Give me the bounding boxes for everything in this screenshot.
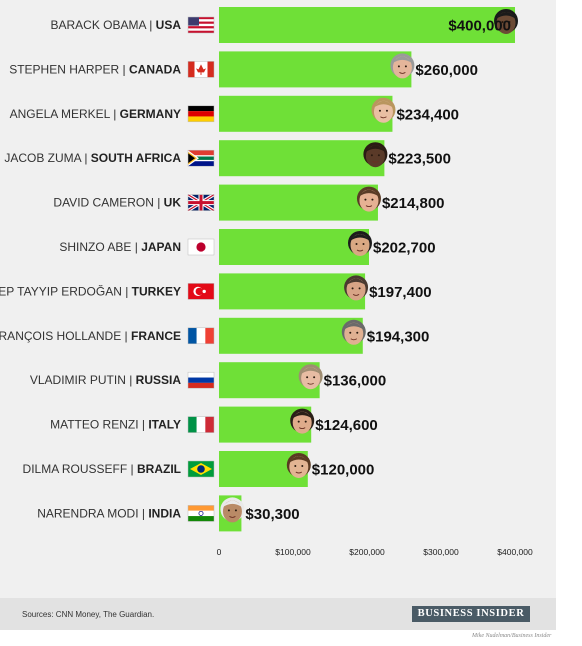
flag-turkey-icon <box>187 283 215 300</box>
flag-russia-icon <box>187 371 215 389</box>
category-label: ANGELA MERKEL | GERMANY <box>10 107 181 121</box>
data-label: $30,300 <box>245 506 299 523</box>
data-label: $124,600 <box>315 417 378 434</box>
category-label: RECEP TAYYIP ERDOĞAN | TURKEY <box>0 283 181 298</box>
x-tick-label: $200,000 <box>349 547 385 557</box>
bar-germany <box>219 95 393 132</box>
x-tick-label: $300,000 <box>423 547 459 557</box>
flag-usa-icon <box>187 16 215 34</box>
sources-note: Sources: CNN Money, The Guardian. <box>22 610 155 619</box>
data-label: $120,000 <box>312 462 375 479</box>
portrait-rousseff-icon <box>286 453 311 478</box>
brand-logo: BUSINESS INSIDER <box>412 606 530 622</box>
flag-south-africa-icon <box>187 149 215 167</box>
category-label: BARACK OBAMA | USA <box>51 18 182 32</box>
flag-brazil-icon <box>187 460 215 478</box>
category-label: VLADIMIR PUTIN | RUSSIA <box>30 373 181 387</box>
data-label: $194,300 <box>367 328 430 345</box>
bar-south-africa <box>219 140 385 177</box>
flag-france-icon <box>187 327 215 345</box>
data-label: $223,500 <box>388 151 451 168</box>
bar-turkey <box>219 273 366 310</box>
bar-usa <box>219 7 515 43</box>
credit-line: Mike Nudelman/Business Insider <box>472 633 552 639</box>
portrait-modi-icon <box>220 497 245 523</box>
category-label: FRANÇOIS HOLLANDE | FRANCE <box>0 329 181 343</box>
portrait-cameron-icon <box>356 186 381 212</box>
x-tick-label: $100,000 <box>275 547 311 557</box>
portrait-harper-icon <box>390 53 415 79</box>
bar-japan <box>219 229 369 265</box>
data-label: $260,000 <box>415 62 478 79</box>
portrait-zuma-icon <box>363 142 388 168</box>
flag-italy-icon <box>187 416 215 433</box>
category-label: JACOB ZUMA | SOUTH AFRICA <box>4 151 181 165</box>
data-label: $214,800 <box>382 195 445 212</box>
category-label: NARENDRA MODI | INDIA <box>37 506 181 520</box>
bar-chart: BARACK OBAMA | USA $400,000 STEPHEN HARPER… <box>0 7 533 557</box>
flag-canada-icon <box>187 61 215 78</box>
portrait-obama-icon <box>494 9 518 34</box>
category-label: MATTEO RENZI | ITALY <box>50 418 181 432</box>
data-label: $234,400 <box>396 106 459 123</box>
portrait-erdogan-icon <box>344 275 369 301</box>
data-label: $136,000 <box>324 373 387 390</box>
bar-canada <box>219 51 412 88</box>
portrait-renzi-icon <box>290 408 315 434</box>
flag-germany-icon <box>187 105 215 123</box>
flag-uk-icon <box>187 193 215 213</box>
data-label: $202,700 <box>373 240 436 257</box>
flag-japan-icon <box>187 238 215 256</box>
data-label: $400,000 <box>448 18 511 35</box>
category-label: SHINZO ABE | JAPAN <box>59 240 181 254</box>
x-tick-label: $400,000 <box>497 547 533 557</box>
category-label: DAVID CAMERON | UK <box>53 196 181 210</box>
portrait-abe-icon <box>347 231 372 256</box>
category-label: STEPHEN HARPER | CANADA <box>9 62 181 76</box>
category-label: DILMA ROUSSEFF | BRAZIL <box>23 462 181 476</box>
x-tick-label: 0 <box>217 547 222 557</box>
bar-uk <box>219 184 378 221</box>
portrait-hollande-icon <box>341 319 366 345</box>
chart-frame: BARACK OBAMA | USA $400,000 STEPHEN HARPER… <box>0 0 556 630</box>
flag-india-icon <box>187 505 215 522</box>
bar-france <box>219 317 363 354</box>
data-label: $197,400 <box>369 284 432 301</box>
portrait-merkel-icon <box>371 97 396 123</box>
portrait-putin-icon <box>298 364 323 390</box>
